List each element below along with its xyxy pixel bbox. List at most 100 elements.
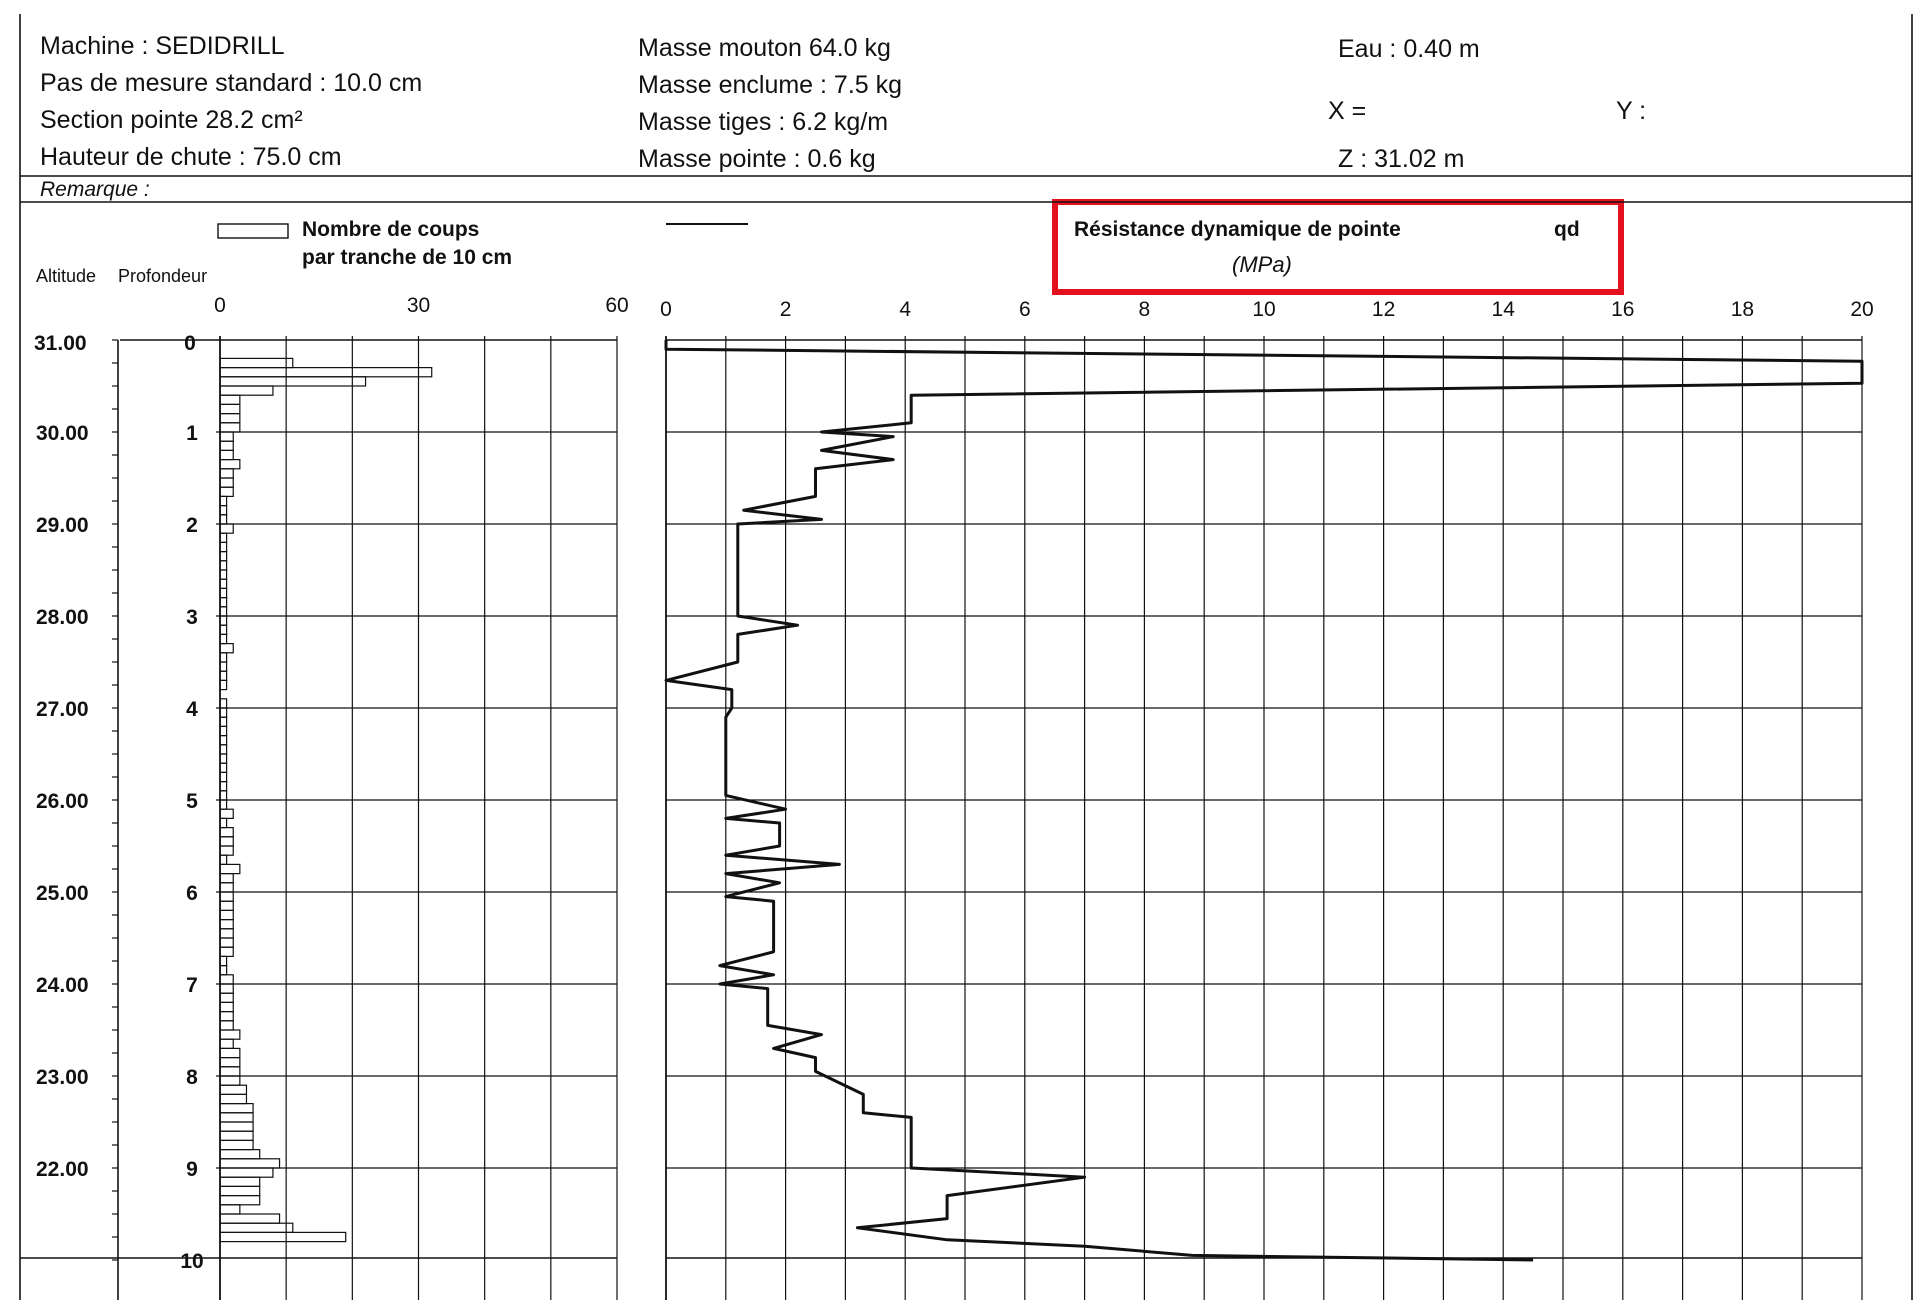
depth-tick-label: 4 [186, 698, 198, 721]
blow-count-bar [219, 1231, 347, 1243]
blow-count-bar [219, 872, 234, 884]
blow-count-bar [219, 1020, 234, 1031]
blow-count-bar [219, 468, 234, 479]
masse-mouton-label: Masse mouton 64.0 kg [638, 34, 891, 62]
blow-count-bar [219, 900, 234, 912]
blow-count-bar [219, 974, 234, 985]
blow-count-bar [219, 983, 234, 994]
blow-count-bar [219, 845, 234, 856]
legend-bar-swatch [217, 223, 289, 239]
blow-count-bar [219, 541, 228, 553]
blow-count-bar [219, 560, 228, 571]
blow-count-bar [219, 817, 228, 829]
blow-count-bar [219, 652, 228, 663]
blow-count-bar [219, 826, 234, 838]
masse-enclume-label: Masse enclume : 7.5 kg [638, 71, 903, 99]
blow-count-bar [219, 1056, 241, 1068]
blow-count-bar [219, 440, 234, 452]
blow-count-bar [219, 1222, 294, 1233]
pas-de-mesure-label: Pas de mesure standard : 10.0 cm [40, 69, 423, 97]
depth-tick-label: 9 [186, 1158, 198, 1181]
altitude-tick-label: 30.00 [36, 422, 89, 445]
blow-count-bar [219, 495, 228, 507]
altitude-tick-label: 23.00 [36, 1066, 89, 1089]
blow-count-bar [219, 964, 228, 976]
z-coordinate-label: Z : 31.02 m [1338, 145, 1465, 173]
right-x-tick-label: 4 [899, 298, 911, 321]
blow-count-bar [219, 1139, 254, 1151]
blow-count-bar [219, 376, 367, 387]
altitude-tick-label: 22.00 [36, 1158, 89, 1181]
blow-count-bar [219, 633, 228, 645]
blow-count-bar [219, 550, 228, 562]
blow-count-bar [219, 1213, 281, 1224]
blow-count-bar [219, 734, 228, 746]
depth-tick-label: 10 [180, 1250, 203, 1273]
eau-label: Eau : 0.40 m [1338, 35, 1480, 63]
blow-count-bar [219, 707, 228, 718]
right-x-tick-label: 14 [1492, 298, 1516, 321]
blow-count-bar [219, 679, 228, 691]
blow-count-bar [219, 523, 234, 534]
depth-tick-label: 6 [186, 882, 198, 905]
blow-count-bar [219, 1194, 261, 1206]
blow-count-bar [219, 385, 274, 396]
qd-resistance-line [664, 340, 1864, 1262]
altitude-column-header: Altitude [36, 266, 97, 286]
blow-count-bar [219, 624, 228, 636]
altitude-tick-label: 27.00 [36, 698, 89, 721]
blow-count-bar [219, 578, 228, 590]
blow-count-bar [219, 836, 234, 847]
depth-top-label: 0 [184, 332, 196, 355]
right-x-tick-label: 2 [780, 298, 792, 321]
blow-count-bar [219, 698, 228, 709]
chart-unit: (MPa) [1232, 252, 1292, 277]
blow-count-bar [219, 725, 228, 737]
blow-count-bar [219, 882, 234, 893]
left-x-tick-label: 0 [214, 294, 226, 317]
altitude-tick-label: 26.00 [36, 790, 89, 813]
blow-count-bar [219, 891, 234, 902]
blow-count-bar [219, 863, 241, 875]
blow-count-bar [219, 1075, 241, 1086]
blow-count-bar [219, 422, 241, 433]
blow-count-bar [219, 753, 228, 764]
right-x-tick-label: 0 [660, 298, 672, 321]
blow-count-bar [219, 661, 228, 672]
blow-count-bar [219, 716, 228, 728]
blow-count-bar [219, 1176, 261, 1187]
blow-count-bar [219, 431, 234, 442]
hauteur-chute-label: Hauteur de chute : 75.0 cm [40, 143, 342, 171]
altitude-tick-label: 29.00 [36, 514, 89, 537]
blow-count-bar [219, 615, 228, 626]
blow-count-bar [219, 1204, 241, 1215]
blow-count-bar [219, 413, 241, 424]
blow-count-bar [219, 1185, 261, 1197]
blow-count-bar [219, 854, 228, 866]
blow-count-bar [219, 1038, 234, 1049]
blow-count-bar [219, 909, 234, 921]
blow-count-bar [219, 596, 228, 608]
blow-count-bar [219, 449, 234, 461]
blow-count-bar [219, 771, 228, 783]
blow-count-bar [219, 1158, 281, 1169]
blow-count-bar [219, 532, 228, 544]
right-x-tick-label: 8 [1139, 298, 1151, 321]
profondeur-column-header: Profondeur [118, 266, 208, 286]
blow-count-bar [219, 1102, 254, 1114]
x-coordinate-label: X = [1328, 97, 1367, 125]
depth-tick-label: 8 [186, 1066, 198, 1089]
machine-label: Machine : SEDIDRILL [40, 32, 285, 60]
blow-count-bar [219, 587, 228, 599]
right-x-tick-label: 18 [1731, 298, 1754, 321]
masse-tiges-label: Masse tiges : 6.2 kg/m [638, 108, 889, 136]
blow-count-bar [219, 918, 234, 930]
blow-count-bar [219, 1010, 234, 1022]
depth-tick-label: 1 [186, 422, 198, 445]
right-x-tick-label: 12 [1372, 298, 1395, 321]
section-pointe-label: Section pointe 28.2 cm² [40, 106, 303, 134]
blow-count-bar [219, 1112, 254, 1123]
altitude-tick-label: 28.00 [36, 606, 89, 629]
blow-count-bar [219, 367, 433, 378]
depth-tick-label: 7 [186, 974, 198, 997]
